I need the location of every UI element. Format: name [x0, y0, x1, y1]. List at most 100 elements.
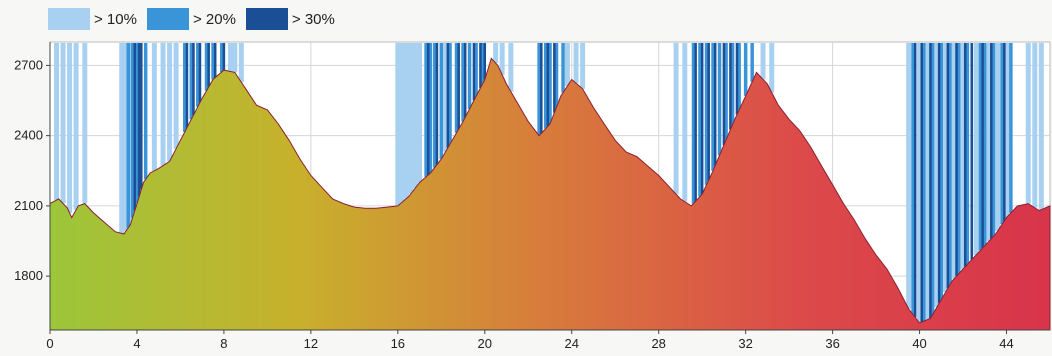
band-20 [126, 43, 131, 228]
band-20 [978, 43, 983, 251]
band-30 [937, 43, 941, 304]
band-30 [463, 43, 467, 118]
band-30 [694, 43, 697, 202]
x-tick-label: 24 [565, 336, 579, 351]
band-20 [130, 43, 135, 218]
x-tick-label: 32 [738, 336, 752, 351]
band-10 [54, 43, 60, 201]
band-30 [472, 43, 476, 101]
band-10 [499, 43, 505, 75]
band-30 [729, 43, 732, 130]
band-10 [227, 43, 233, 72]
band-20 [737, 43, 741, 110]
band-20 [480, 43, 485, 84]
band-30 [446, 43, 450, 148]
band-30 [970, 43, 973, 260]
legend-label-20: > 20% [192, 10, 236, 28]
band-10 [151, 43, 157, 171]
band-10 [238, 43, 244, 83]
band-20 [196, 43, 200, 107]
band-20 [204, 43, 209, 91]
band-10 [934, 43, 940, 308]
band-30 [213, 43, 217, 78]
band-20 [548, 43, 552, 124]
band-10 [951, 43, 957, 279]
band-10 [232, 43, 238, 73]
band-10 [973, 43, 979, 256]
band-20 [965, 43, 970, 265]
band-20 [428, 43, 433, 174]
y-tick-label: 1800 [14, 268, 43, 283]
band-10 [906, 43, 912, 309]
band-10 [82, 43, 88, 204]
band-10 [67, 43, 73, 213]
band-30 [707, 43, 710, 181]
band-20 [724, 43, 728, 140]
band-20 [448, 43, 452, 145]
band-30 [1003, 43, 1006, 221]
band-30 [133, 43, 137, 211]
legend: > 10% > 20% > 30% [48, 6, 345, 32]
band-30 [955, 43, 958, 277]
band-10 [960, 43, 966, 270]
band-20 [183, 43, 187, 132]
band-20 [537, 43, 541, 136]
band-30 [946, 43, 950, 289]
band-10 [395, 43, 401, 206]
band-20 [211, 43, 215, 80]
band-30 [427, 43, 430, 175]
band-30 [540, 43, 543, 134]
band-10 [399, 43, 405, 203]
band-20 [956, 43, 961, 274]
band-20 [691, 43, 696, 204]
y-tick-label: 2700 [14, 57, 43, 72]
y-tick-label: 2100 [14, 198, 43, 213]
band-20 [750, 43, 754, 82]
band-20 [717, 43, 722, 156]
band-20 [1000, 43, 1004, 225]
x-tick-labels: 0 4 8 12 16 20 24 28 32 36 40 44 [46, 330, 1014, 351]
band-10 [925, 43, 931, 320]
band-10 [443, 43, 449, 152]
band-10 [404, 43, 410, 199]
legend-swatch-30 [245, 8, 288, 30]
band-10 [508, 43, 514, 92]
elevation-profile [49, 57, 1051, 331]
band-10 [493, 43, 499, 64]
band-10 [1032, 43, 1038, 208]
band-10 [167, 43, 173, 162]
band-20 [461, 43, 465, 122]
band-20 [991, 43, 996, 237]
legend-item-10: > 10% [48, 8, 137, 30]
band-20 [543, 43, 548, 129]
band-30 [920, 43, 923, 323]
band-10 [73, 43, 79, 210]
band-10 [173, 43, 179, 149]
band-10 [1025, 43, 1031, 204]
band-10 [673, 43, 679, 195]
band-10 [123, 43, 129, 231]
band-30 [553, 43, 556, 113]
band-20 [704, 43, 709, 185]
band-10 [60, 43, 66, 204]
band-10 [408, 43, 414, 194]
band-30 [137, 43, 141, 197]
band-30 [990, 43, 993, 239]
legend-label-30: > 30% [291, 10, 335, 28]
legend-swatch-10 [48, 8, 90, 30]
band-20 [561, 43, 565, 93]
band-10 [119, 43, 125, 234]
x-tick-label: 20 [478, 336, 492, 351]
band-20 [730, 43, 735, 125]
x-tick-label: 28 [651, 336, 665, 351]
band-20 [474, 43, 478, 97]
band-30 [192, 43, 195, 116]
band-20 [911, 43, 915, 315]
band-30 [913, 43, 917, 318]
band-30 [483, 43, 487, 80]
band-20 [433, 43, 437, 168]
band-30 [457, 43, 460, 130]
x-tick-label: 16 [391, 336, 405, 351]
band-30 [546, 43, 550, 127]
